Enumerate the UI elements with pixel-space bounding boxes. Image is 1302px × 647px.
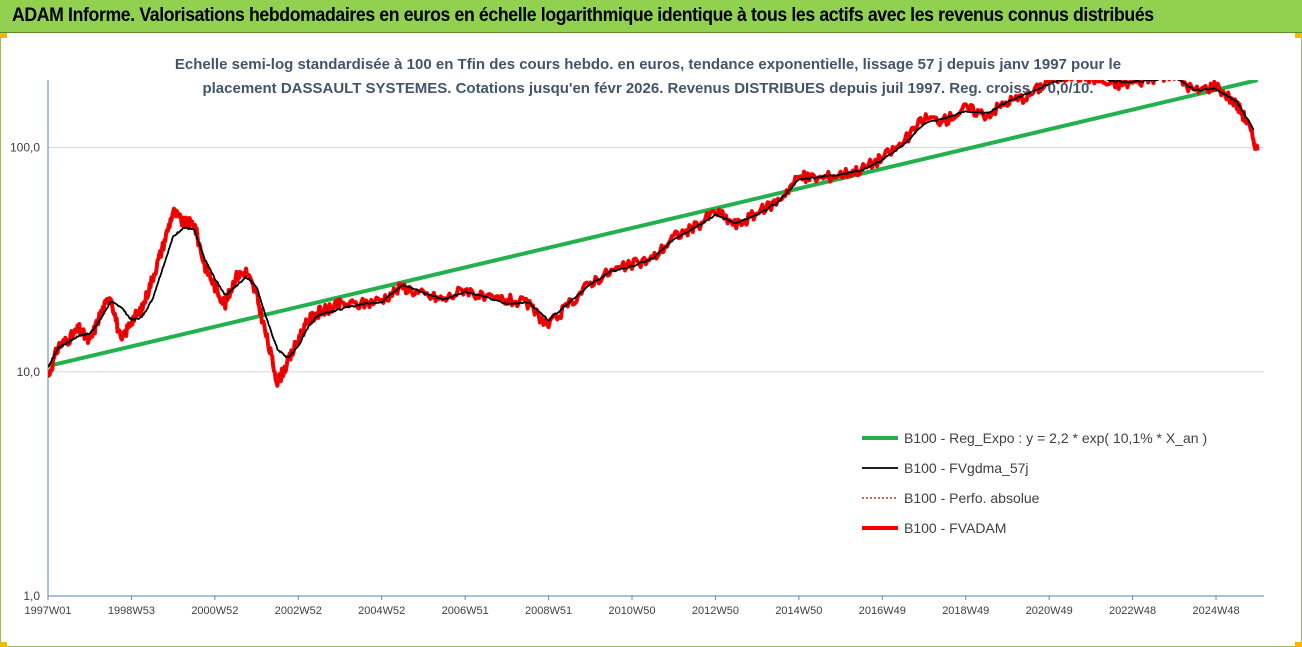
y-tick-label: 10,0 bbox=[17, 365, 41, 379]
grid bbox=[48, 147, 1264, 597]
window-title: ADAM Informe. Valorisations hebdomadaire… bbox=[12, 5, 1154, 26]
corner-marker bbox=[1295, 33, 1302, 38]
series-line bbox=[48, 80, 1259, 387]
x-tick-label: 2008W51 bbox=[525, 605, 572, 617]
x-tick-label: 1998W53 bbox=[108, 605, 155, 617]
plot-series bbox=[48, 80, 1260, 388]
x-tick-label: 2024W48 bbox=[1192, 605, 1239, 617]
subtitle-line: placement DASSAULT SYSTEMES. Cotations j… bbox=[202, 80, 1093, 97]
x-tick-label: 2000W52 bbox=[191, 605, 238, 617]
x-tick-label: 2018W49 bbox=[942, 605, 989, 617]
series-line bbox=[48, 80, 1260, 388]
x-tick-label: 2002W52 bbox=[275, 605, 322, 617]
x-tick-label: 2020W49 bbox=[1026, 605, 1073, 617]
legend-label: B100 - Reg_Expo : y = 2,2 * exp( 10,1% *… bbox=[904, 430, 1207, 446]
title-bar: ADAM Informe. Valorisations hebdomadaire… bbox=[0, 0, 1302, 33]
legend-label: B100 - Perfo. absolue bbox=[904, 490, 1040, 506]
series-line bbox=[48, 80, 1255, 368]
x-tick-label: 1997W01 bbox=[24, 605, 71, 617]
series-line bbox=[48, 80, 1259, 369]
x-tick-label: 2010W50 bbox=[608, 605, 655, 617]
x-tick-label: 2022W48 bbox=[1109, 605, 1156, 617]
y-tick-label: 1,0 bbox=[23, 589, 40, 603]
x-tick-label: 2006W51 bbox=[442, 605, 489, 617]
y-tick-label: 100,0 bbox=[10, 141, 40, 155]
x-tick-label: 2014W50 bbox=[775, 605, 822, 617]
corner-marker bbox=[0, 33, 7, 38]
subtitle-line: Echelle semi-log standardisée à 100 en T… bbox=[175, 56, 1121, 73]
x-tick-label: 2016W49 bbox=[859, 605, 906, 617]
chart-subtitle: Echelle semi-log standardisée à 100 en T… bbox=[175, 56, 1121, 97]
legend-label: B100 - FVgdma_57j bbox=[904, 460, 1029, 476]
corner-marker bbox=[0, 642, 7, 647]
legend: B100 - Reg_Expo : y = 2,2 * exp( 10,1% *… bbox=[862, 430, 1207, 536]
legend-label: B100 - FVADAM bbox=[904, 520, 1006, 536]
x-tick-label: 2012W50 bbox=[692, 605, 739, 617]
x-tick-label: 2004W52 bbox=[358, 605, 405, 617]
corner-marker bbox=[1295, 642, 1302, 647]
axes: 1,0 10,0 100,0 1997W01 1998W53 2000W52 2002W52… bbox=[10, 80, 1264, 617]
